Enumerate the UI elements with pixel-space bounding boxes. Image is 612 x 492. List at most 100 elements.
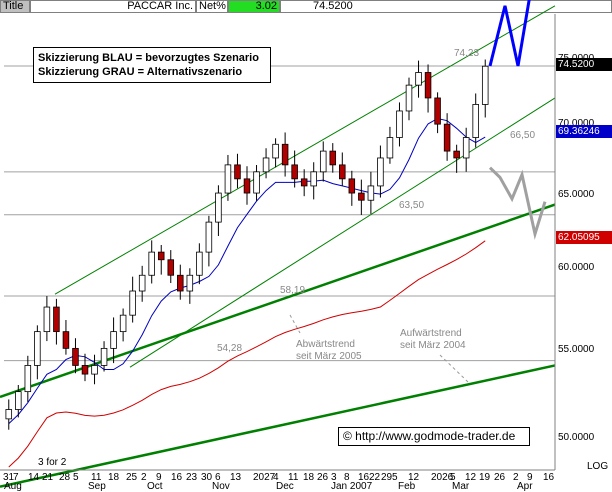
- legend-blue: Skizzierung BLAU = bevorzugtes Szenario: [38, 52, 259, 64]
- candle-body: [148, 251, 155, 276]
- x-month-label: Sep: [88, 481, 106, 492]
- x-month-label: Dec: [276, 481, 294, 492]
- trend-channels: [0, 5, 556, 488]
- candle-body: [196, 251, 203, 276]
- candle-body: [272, 143, 279, 159]
- x-day-label: 8: [344, 472, 350, 483]
- x-day-label: 13: [230, 472, 242, 483]
- candle-body: [415, 72, 422, 86]
- candle-body: [424, 72, 432, 99]
- x-month-label: Oct: [147, 481, 163, 492]
- candle-body: [72, 347, 79, 366]
- y-label: 65.0000: [558, 189, 595, 200]
- candle-body: [205, 221, 213, 253]
- candle-body: [43, 306, 51, 333]
- x-day-label: 6: [215, 472, 221, 483]
- candle-body: [348, 178, 356, 194]
- copyright-box: © http://www.godmode-trader.de: [338, 427, 530, 446]
- x-day-label: 16: [543, 472, 555, 483]
- candle-body: [339, 164, 346, 180]
- middle-channel-line: [129, 97, 556, 368]
- x-day-label: 7: [13, 472, 19, 483]
- ma-long-line: [8, 240, 486, 468]
- candle-body: [329, 150, 337, 166]
- x-day-label: 5: [73, 472, 79, 483]
- x-day-label: 18: [108, 472, 120, 483]
- x-day-label: 19: [479, 472, 491, 483]
- candle-body: [405, 84, 413, 112]
- candle-body: [291, 164, 298, 180]
- x-month-label: Mar: [452, 481, 470, 492]
- x-day-label: 2: [141, 472, 147, 483]
- x-day-label: 18: [303, 472, 315, 483]
- x-month-label: Feb: [398, 481, 416, 492]
- candle-body: [281, 143, 289, 166]
- x-day-label: 21: [42, 472, 54, 483]
- ma-red-tag: 62.05095: [556, 231, 612, 244]
- x-day-label: 16: [358, 472, 370, 483]
- x-month-label: Nov: [212, 481, 230, 492]
- candle-body: [15, 391, 22, 410]
- x-day-label: 3: [331, 472, 337, 483]
- candle-body: [100, 347, 108, 366]
- candle-body: [396, 110, 403, 138]
- candle-body: [177, 274, 184, 292]
- scenario-legend: Skizzierung BLAU = bevorzugtes Szenario …: [33, 47, 271, 83]
- upper-channel-line: [54, 5, 556, 295]
- candle-body: [224, 164, 232, 194]
- x-day-label: 31: [3, 472, 15, 483]
- x-day-label: 11: [288, 472, 299, 483]
- net-pct-value: 3.02: [228, 0, 280, 13]
- x-day-label: 12: [408, 472, 420, 483]
- x-day-label: 11: [91, 472, 102, 483]
- candle-body: [310, 171, 317, 187]
- log-scale-label: LOG: [587, 461, 609, 472]
- candle-body: [167, 259, 175, 276]
- y-label: 70.0000: [558, 118, 595, 129]
- level-58-19: 58,19: [280, 285, 306, 296]
- moving-averages: [8, 117, 486, 468]
- title-button-bg[interactable]: Title: [0, 0, 30, 13]
- y-label: 50.0000: [558, 432, 595, 443]
- x-day-label: 2026: [431, 472, 454, 483]
- uptrend-line: [0, 364, 556, 488]
- candle-body: [386, 137, 394, 159]
- level-74-23: 74,23: [454, 48, 480, 59]
- candle-body: [434, 97, 441, 125]
- candle-body: [462, 137, 470, 159]
- downtrend-line: [0, 203, 556, 399]
- y-label: 60.0000: [558, 262, 595, 273]
- legend-gray: Skizzierung GRAU = Alternativszenario: [38, 66, 243, 78]
- x-day-label: 16: [171, 472, 183, 483]
- candle-body: [481, 65, 489, 105]
- symbol-field: PACCAR Inc.: [30, 0, 196, 13]
- candle-body: [62, 331, 70, 349]
- level-63-50: 63,50: [399, 200, 425, 211]
- candle-body: [377, 157, 384, 187]
- candle-body: [262, 157, 270, 173]
- horizontal-grid: [4, 65, 555, 362]
- x-day-label: 28: [59, 472, 71, 483]
- candle-body: [138, 274, 146, 292]
- x-day-label: 4: [273, 472, 279, 483]
- x-day-label: 9: [527, 472, 533, 483]
- candle-body: [110, 331, 117, 349]
- candlesticks: [5, 59, 489, 430]
- candle-body: [319, 150, 327, 173]
- candle-body: [157, 251, 165, 261]
- x-day-label: 29: [381, 472, 393, 483]
- x-day-label: 12: [465, 472, 477, 483]
- x-day-label: 9: [156, 472, 162, 483]
- candle-body: [443, 123, 451, 152]
- candle-body: [243, 178, 251, 194]
- axes: [0, 14, 556, 471]
- candle-body: [5, 409, 13, 420]
- x-day-label: 30: [201, 472, 213, 483]
- candle-body: [34, 331, 41, 366]
- candle-body: [253, 171, 260, 194]
- candle-body: [215, 192, 222, 223]
- x-day-label: 5: [450, 472, 456, 483]
- metric-label: Net%: [196, 0, 228, 13]
